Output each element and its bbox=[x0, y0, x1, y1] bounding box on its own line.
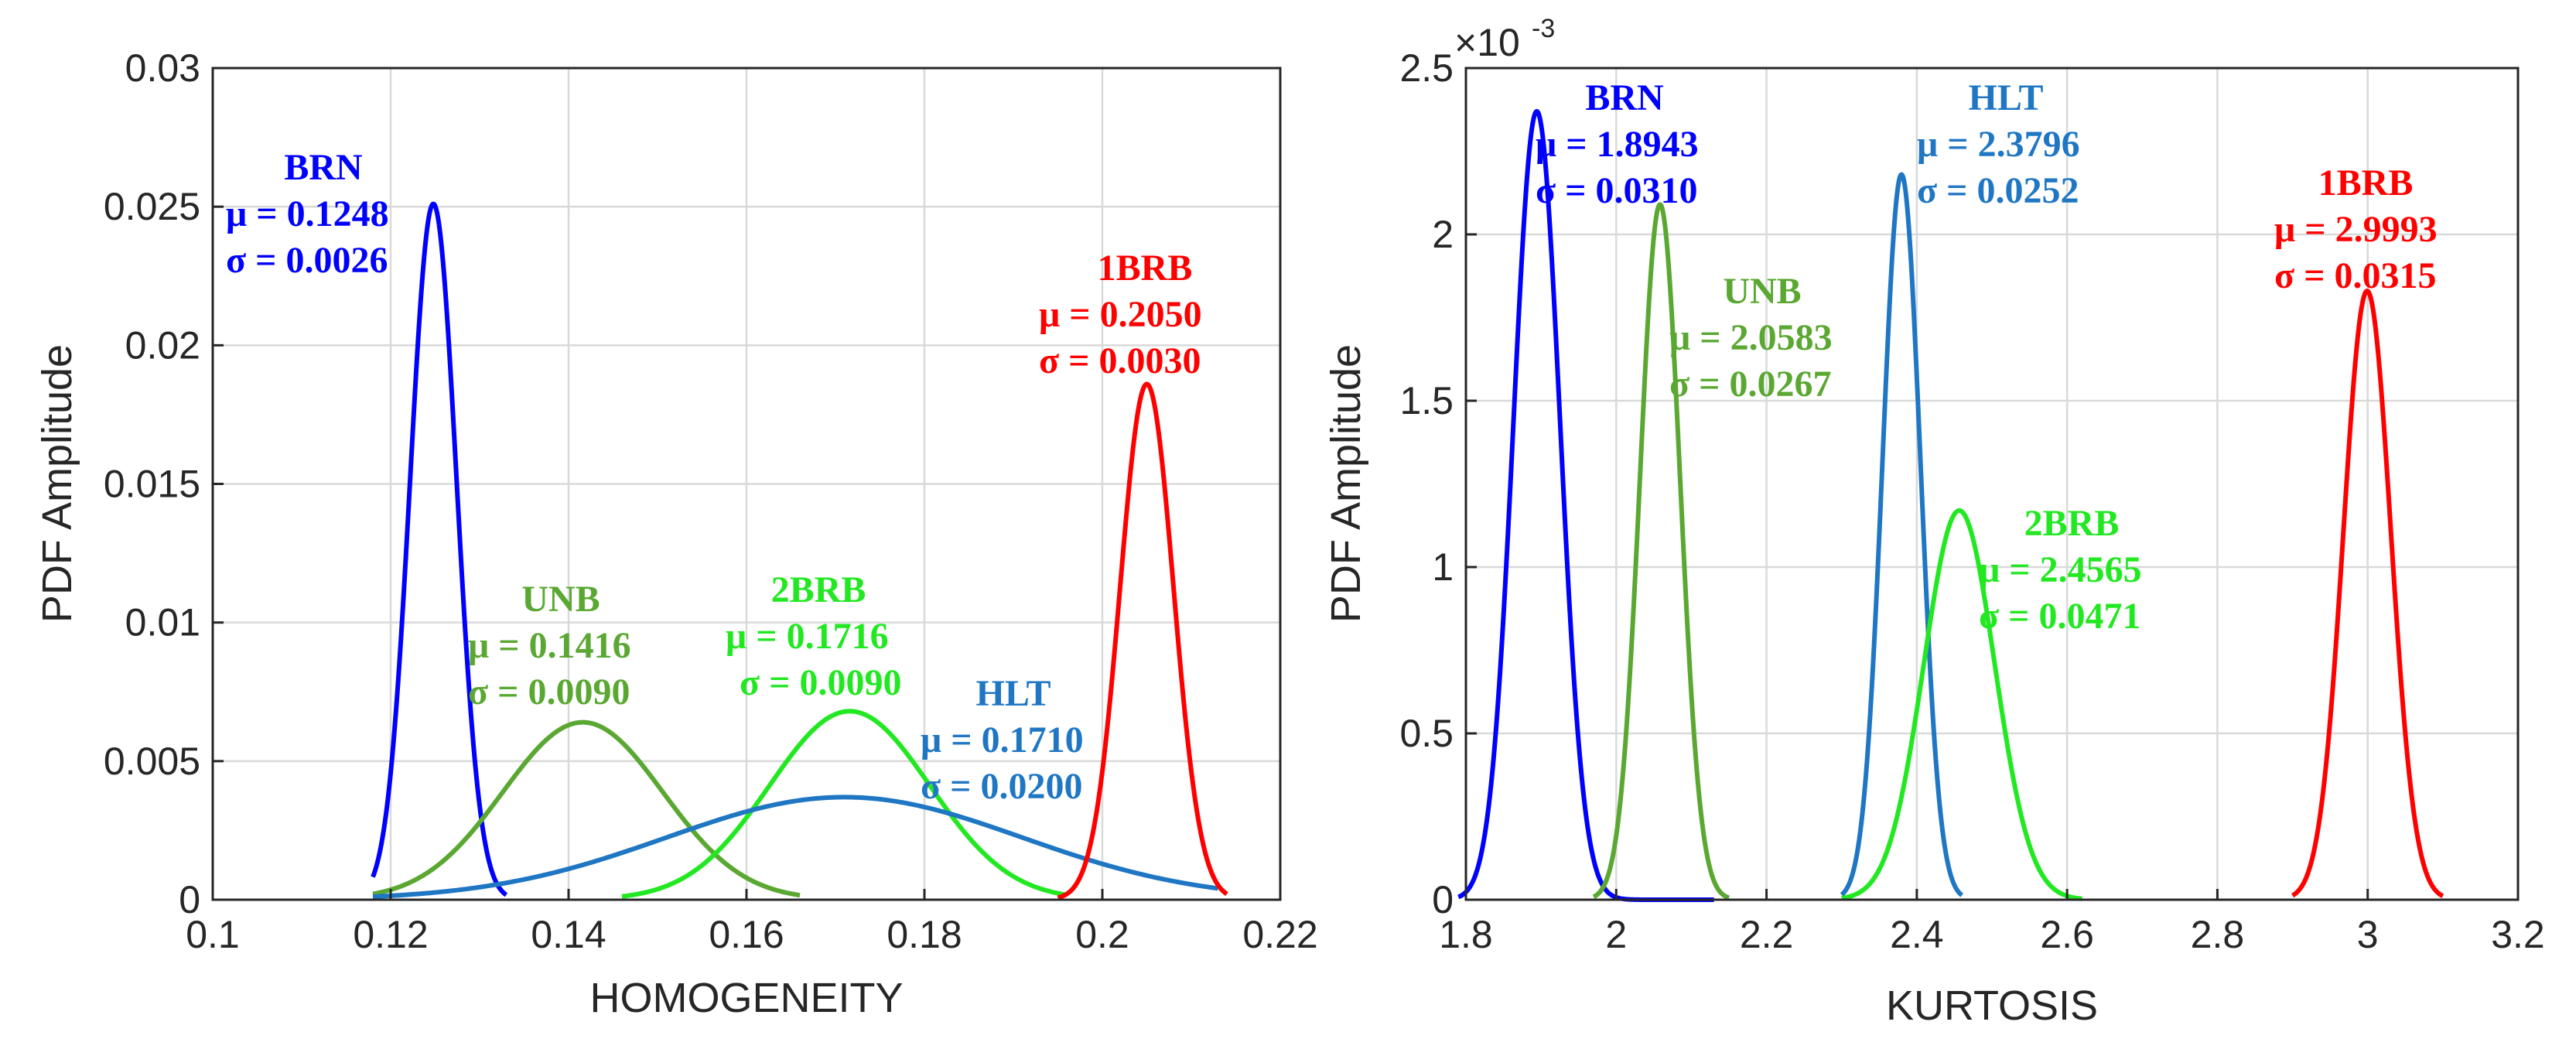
pdf-curve-hlt bbox=[1840, 172, 1964, 897]
y-tick-label: 0.015 bbox=[104, 463, 200, 506]
y-tick-label: 0.005 bbox=[104, 740, 200, 783]
pdf-curve-1brb bbox=[1056, 381, 1229, 901]
y-tick-label: 0 bbox=[1432, 878, 1454, 921]
y-tick-label: 2 bbox=[1432, 213, 1454, 256]
x-tick-label: 0.22 bbox=[1242, 913, 1317, 956]
pdf-curve-2brb bbox=[1840, 507, 2084, 901]
annotation-mu: μ = 2.0583 bbox=[1669, 317, 1833, 358]
pdf-curve-2brb bbox=[620, 709, 1068, 899]
annotation-1brb: 1BRB μ = 0.2050 σ = 0.0030 bbox=[1039, 248, 1202, 381]
x-tick-label: 2.6 bbox=[2040, 913, 2094, 956]
annotation-sigma: σ = 0.0252 bbox=[1917, 170, 2079, 211]
y-tick-label: 0.5 bbox=[1399, 712, 1454, 755]
x-tick-label: 2 bbox=[1605, 913, 1627, 956]
annotation-mu: μ = 2.4565 bbox=[1979, 549, 2142, 590]
y-tick-label: 0.01 bbox=[125, 601, 200, 644]
kurtosis-y-exponent: ×10 -3 bbox=[1454, 14, 1555, 64]
annotation-mu: μ = 2.9993 bbox=[2274, 209, 2438, 250]
y-tick-label: 0 bbox=[179, 878, 200, 921]
annotation-sigma: σ = 0.0026 bbox=[226, 240, 388, 281]
annotation-sigma: σ = 0.0267 bbox=[1669, 364, 1831, 405]
annotation-label: 1BRB bbox=[2318, 162, 2414, 203]
annotation-mu: μ = 0.1416 bbox=[468, 625, 631, 666]
y-tick-label: 2.5 bbox=[1399, 46, 1454, 90]
x-tick-label: 0.18 bbox=[887, 913, 962, 956]
annotation-2brb: 2BRB μ = 0.1716 σ = 0.0090 bbox=[726, 569, 901, 703]
annotation-mu: μ = 0.2050 bbox=[1039, 294, 1202, 335]
kurtosis-y-axis-label: PDF Amplitude bbox=[1323, 344, 1369, 623]
pdf-curve-unb bbox=[371, 719, 801, 898]
annotation-mu: μ = 0.1716 bbox=[726, 616, 889, 657]
annotation-sigma: σ = 0.0315 bbox=[2274, 255, 2436, 296]
y-tick-label: 1.5 bbox=[1399, 379, 1454, 422]
kurtosis-plot-frame bbox=[1464, 67, 2520, 901]
annotation-sigma: σ = 0.0471 bbox=[1979, 596, 2140, 637]
x-tick-label: 3.2 bbox=[2491, 913, 2545, 956]
annotation-unb: UNB μ = 2.0583 σ = 0.0267 bbox=[1669, 271, 1833, 405]
x-tick-label: 3 bbox=[2357, 913, 2379, 956]
x-tick-label: 0.14 bbox=[531, 913, 606, 956]
pdf-curve-unb bbox=[1591, 202, 1731, 901]
pdf-curve-1brb bbox=[2291, 289, 2445, 898]
annotation-1brb: 1BRB μ = 2.9993 σ = 0.0315 bbox=[2274, 162, 2438, 296]
annotation-label: 2BRB bbox=[2024, 503, 2120, 544]
exponent-power: -3 bbox=[1532, 14, 1555, 43]
x-tick-label: 0.1 bbox=[186, 913, 240, 956]
annotation-hlt: HLT μ = 2.3796 σ = 0.0252 bbox=[1917, 77, 2080, 211]
homogeneity-x-axis-label: HOMOGENEITY bbox=[589, 975, 903, 1021]
annotation-sigma: σ = 0.0090 bbox=[740, 662, 901, 703]
annotation-sigma: σ = 0.0310 bbox=[1536, 170, 1697, 211]
annotation-unb: UNB μ = 0.1416 σ = 0.0090 bbox=[468, 579, 631, 713]
annotation-label: HLT bbox=[976, 673, 1051, 714]
x-tick-label: 0.12 bbox=[353, 913, 428, 956]
annotation-label: UNB bbox=[521, 579, 600, 620]
annotation-mu: μ = 2.3796 bbox=[1917, 124, 2080, 165]
annotation-mu: μ = 0.1248 bbox=[226, 193, 389, 234]
annotation-mu: μ = 0.1710 bbox=[921, 719, 1084, 760]
y-tick-label: 0.025 bbox=[104, 185, 200, 228]
annotation-brn: BRN μ = 1.8943 σ = 0.0310 bbox=[1536, 77, 1699, 211]
annotation-sigma: σ = 0.0090 bbox=[468, 672, 630, 713]
x-tick-label: 2.8 bbox=[2191, 913, 2245, 956]
annotation-label: BRN bbox=[284, 147, 363, 188]
pdf-curve-hlt bbox=[372, 795, 1218, 900]
exponent-base: ×10 bbox=[1454, 21, 1520, 64]
x-tick-label: 0.16 bbox=[709, 913, 784, 956]
pdf-curve-brn bbox=[1457, 108, 1716, 902]
x-tick-label: 2.2 bbox=[1740, 913, 1794, 956]
kurtosis-chart: 1.8 2 2.2 2.4 2.6 2.8 3 3.2 0 0.5 1 1.5 2 2.5 KURTOSI… bbox=[1323, 14, 2545, 1029]
x-tick-label: 0.2 bbox=[1075, 913, 1129, 956]
annotation-mu: μ = 1.8943 bbox=[1536, 124, 1699, 165]
y-tick-label: 1 bbox=[1432, 545, 1454, 589]
homogeneity-y-axis-label: PDF Amplitude bbox=[34, 344, 80, 623]
annotation-label: BRN bbox=[1585, 77, 1664, 118]
homogeneity-chart: 0.1 0.12 0.14 0.16 0.18 0.2 0.22 0 0.005 0.01 0.01… bbox=[34, 46, 1318, 1021]
annotation-sigma: σ = 0.0030 bbox=[1039, 340, 1201, 381]
y-tick-label: 0.02 bbox=[125, 323, 200, 367]
kurtosis-x-axis-label: KURTOSIS bbox=[1886, 983, 2098, 1029]
annotation-label: HLT bbox=[1969, 77, 2044, 118]
x-tick-label: 1.8 bbox=[1439, 913, 1493, 956]
y-tick-label: 0.03 bbox=[125, 46, 200, 90]
annotation-2brb: 2BRB μ = 2.4565 σ = 0.0471 bbox=[1979, 503, 2142, 637]
annotation-brn: BRN μ = 0.1248 σ = 0.0026 bbox=[226, 147, 389, 281]
pdf-curve-brn bbox=[371, 201, 508, 897]
annotation-label: 2BRB bbox=[771, 569, 866, 610]
annotation-hlt: HLT μ = 0.1710 σ = 0.0200 bbox=[921, 673, 1084, 807]
annotation-label: UNB bbox=[1723, 271, 1801, 312]
x-tick-label: 2.4 bbox=[1890, 913, 1944, 956]
annotation-label: 1BRB bbox=[1098, 248, 1193, 289]
annotation-sigma: σ = 0.0200 bbox=[921, 766, 1082, 807]
